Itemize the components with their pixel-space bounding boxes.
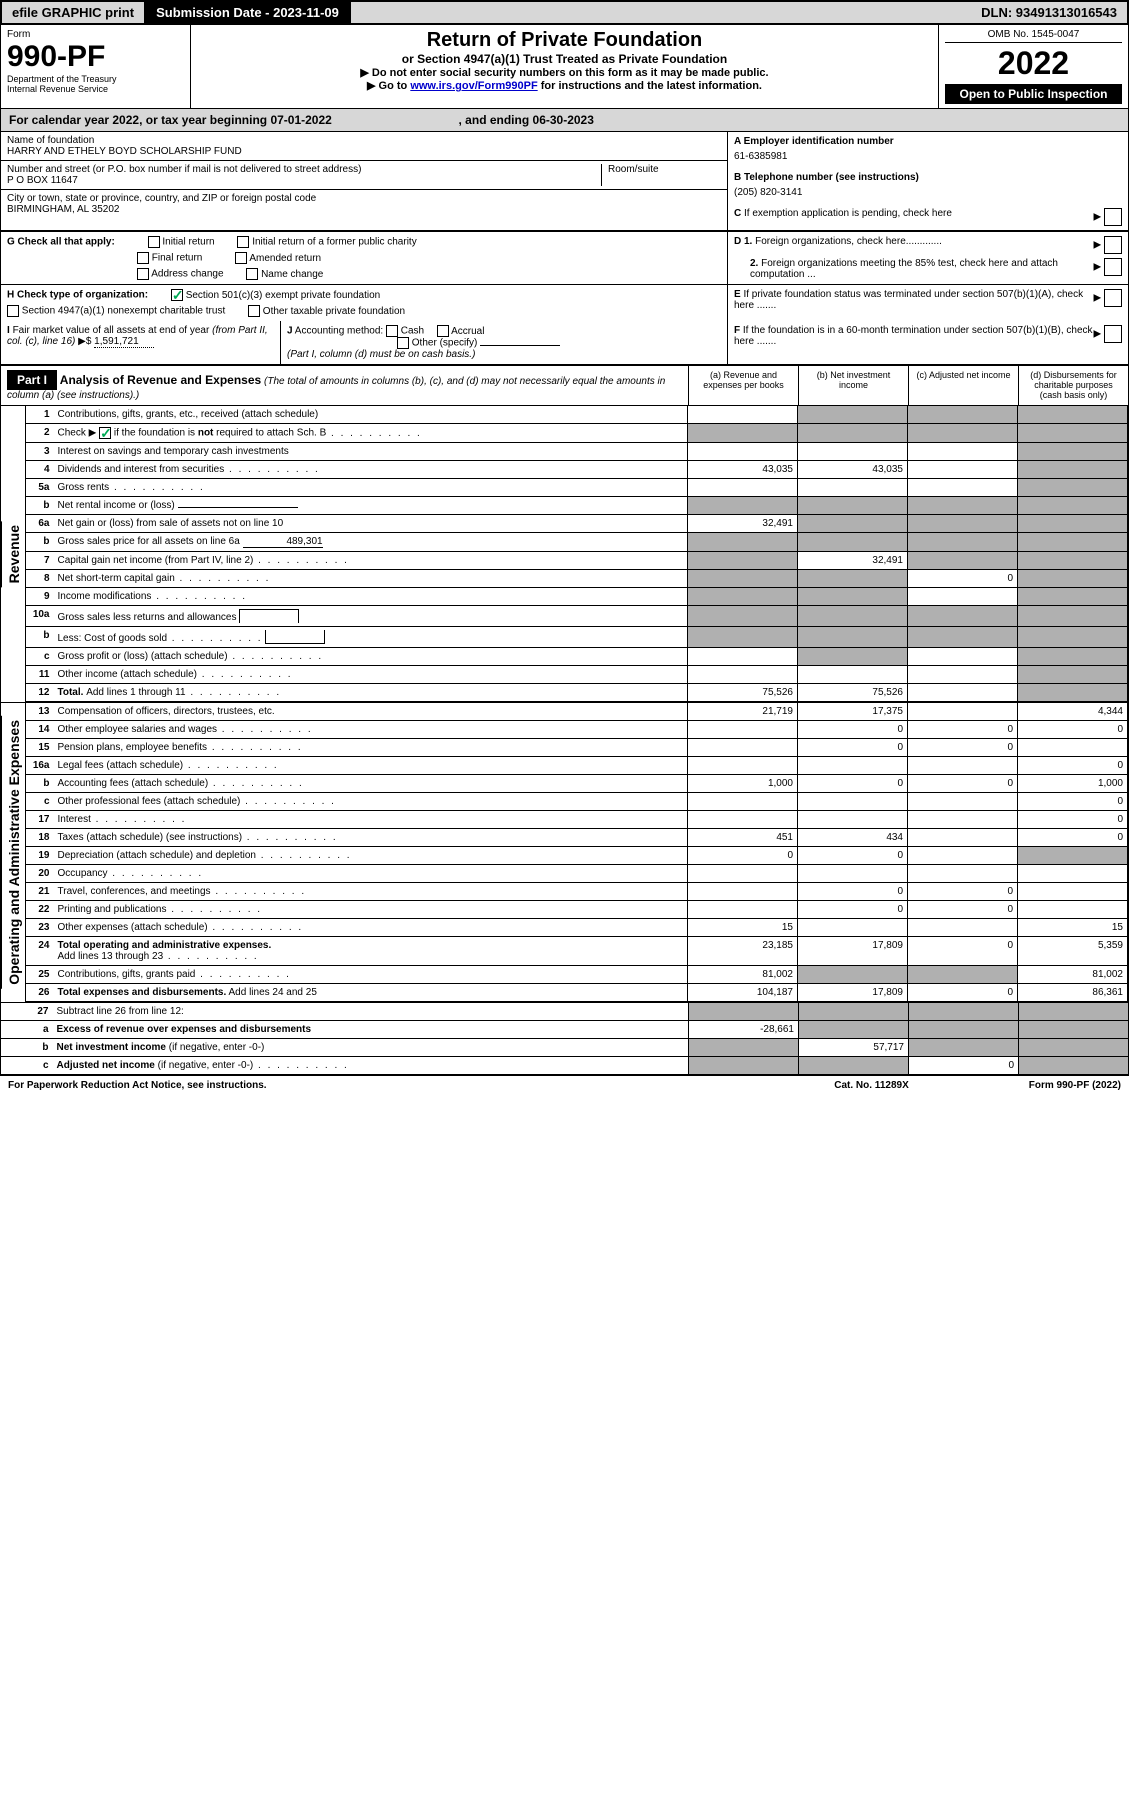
room-label: Room/suite: [608, 164, 721, 175]
form-footer: Form 990-PF (2022): [1029, 1080, 1121, 1091]
g-name-change[interactable]: [246, 268, 258, 280]
tax-year: 2022: [945, 45, 1122, 82]
h-other-taxable[interactable]: [248, 305, 260, 317]
name-label: Name of foundation: [7, 135, 721, 146]
cat-no: Cat. No. 11289X: [834, 1080, 908, 1091]
col-d-head: (d) Disbursements for charitable purpose…: [1018, 366, 1128, 405]
addr: P O BOX 11647: [7, 175, 601, 186]
opex-sidelabel: Operating and Administrative Expenses: [1, 716, 26, 989]
dept-treasury: Department of the Treasury: [7, 74, 184, 84]
g-initial-former[interactable]: [237, 236, 249, 248]
form-title: Return of Private Foundation: [197, 29, 932, 52]
addr-label: Number and street (or P.O. box number if…: [7, 164, 601, 175]
h-501c3[interactable]: [171, 289, 183, 301]
calendar-year-row: For calendar year 2022, or tax year begi…: [0, 108, 1129, 132]
j-cash[interactable]: [386, 325, 398, 337]
g-amended[interactable]: [235, 252, 247, 264]
d1-checkbox[interactable]: [1104, 236, 1122, 254]
d1-label: Foreign organizations, check here.......…: [755, 236, 942, 247]
d2-checkbox[interactable]: [1104, 258, 1122, 276]
part1-title: Analysis of Revenue and Expenses: [60, 373, 261, 387]
c-label: If exemption application is pending, che…: [744, 208, 952, 219]
ein: 61-6385981: [734, 151, 1122, 162]
irs: Internal Revenue Service: [7, 84, 184, 94]
col-c-head: (c) Adjusted net income: [908, 366, 1018, 405]
open-to-public: Open to Public Inspection: [945, 84, 1122, 104]
g-address-change[interactable]: [137, 268, 149, 280]
g-label: G Check all that apply:: [7, 237, 115, 248]
col-b-head: (b) Net investment income: [798, 366, 908, 405]
city-label: City or town, state or province, country…: [7, 193, 721, 204]
paperwork-notice: For Paperwork Reduction Act Notice, see …: [8, 1080, 267, 1091]
efile-print-button[interactable]: efile GRAPHIC print: [2, 2, 146, 23]
part1-header: Part I: [7, 370, 57, 390]
e-checkbox[interactable]: [1104, 289, 1122, 307]
form-note-1: ▶ Do not enter social security numbers o…: [197, 66, 932, 79]
form990pf-link[interactable]: www.irs.gov/Form990PF: [410, 80, 537, 92]
d2-label: Foreign organizations meeting the 85% te…: [750, 258, 1058, 280]
city: BIRMINGHAM, AL 35202: [7, 204, 721, 215]
submission-date: Submission Date - 2023-11-09: [146, 2, 351, 23]
f-checkbox[interactable]: [1104, 325, 1122, 343]
dln: DLN: 93491313016543: [971, 2, 1127, 23]
j-accrual[interactable]: [437, 325, 449, 337]
col-a-head: (a) Revenue and expenses per books: [688, 366, 798, 405]
e-label: If private foundation status was termina…: [734, 289, 1083, 311]
schb-checkbox[interactable]: [99, 427, 111, 439]
opex-table: 13Compensation of officers, directors, t…: [25, 703, 1128, 1002]
phone-label: B Telephone number (see instructions): [734, 172, 1122, 183]
form-label: Form: [7, 29, 184, 40]
j-label: Accounting method:: [295, 326, 383, 337]
form-number: 990-PF: [7, 40, 184, 74]
omb-number: OMB No. 1545-0047: [945, 29, 1122, 43]
h-label: H Check type of organization:: [7, 290, 148, 301]
summary-table: 27Subtract line 26 from line 12: aExcess…: [0, 1003, 1129, 1076]
form-note-2: ▶ Go to www.irs.gov/Form990PF for instru…: [197, 79, 932, 92]
i-value: 1,591,721: [94, 336, 154, 348]
foundation-name: HARRY AND ETHELY BOYD SCHOLARSHIP FUND: [7, 146, 721, 157]
form-subtitle: or Section 4947(a)(1) Trust Treated as P…: [197, 52, 932, 66]
g-initial-return[interactable]: [148, 236, 160, 248]
ein-label: A Employer identification number: [734, 136, 1122, 147]
g-final-return[interactable]: [137, 252, 149, 264]
h-4947[interactable]: [7, 305, 19, 317]
j-other[interactable]: [397, 337, 409, 349]
revenue-table: 1Contributions, gifts, grants, etc., rec…: [25, 406, 1128, 702]
c-checkbox[interactable]: [1104, 208, 1122, 226]
j-note: (Part I, column (d) must be on cash basi…: [287, 349, 721, 360]
f-label: If the foundation is in a 60-month termi…: [734, 325, 1093, 347]
phone: (205) 820-3141: [734, 187, 1122, 198]
revenue-sidelabel: Revenue: [1, 521, 26, 587]
